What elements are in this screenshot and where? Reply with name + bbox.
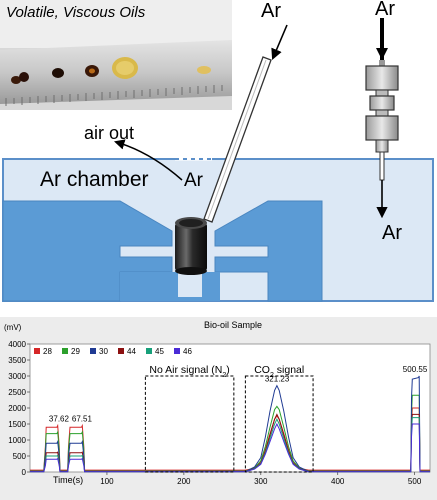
y-tick-label: 2000 xyxy=(8,404,26,413)
legend-label-30: 30 xyxy=(99,347,108,356)
ar-connector-outlet-label: Ar xyxy=(382,222,402,244)
annotation-boxes: No Air signal (N2) CO2 signal xyxy=(144,364,314,473)
legend-swatch-29 xyxy=(62,348,68,354)
oil-drop-3 xyxy=(52,68,64,78)
y-tick-label: 0 xyxy=(22,468,27,477)
legend-swatch-45 xyxy=(146,348,152,354)
chart-legend: 28 29 30 44 45 46 xyxy=(34,347,192,356)
peak-label: 37.62 xyxy=(49,415,70,424)
photo-title: Volatile, Viscous Oils xyxy=(6,4,146,21)
oil-drop-1 xyxy=(11,76,21,84)
ar-inlet-label: Ar xyxy=(261,0,281,22)
oil-drop-2 xyxy=(19,72,29,82)
chart-title: Bio-oil Sample xyxy=(204,320,262,330)
x-tick-label: 200 xyxy=(177,477,191,486)
annotation-label-1: CO2 signal xyxy=(254,364,304,379)
y-tick-label: 4000 xyxy=(8,340,26,349)
series-lines xyxy=(30,375,430,473)
oil-samples-photo-image xyxy=(0,0,232,110)
y-tick-label: 3000 xyxy=(8,372,26,381)
legend-label-45: 45 xyxy=(155,347,164,356)
legend-label-44: 44 xyxy=(127,347,136,356)
peak-label: 500.55 xyxy=(403,365,428,374)
y-axis-label: (mV) xyxy=(4,323,22,332)
bio-oil-chart: Bio-oil Sample (mV) Time(s) 0 500 1000 1500… xyxy=(0,317,437,500)
annotation-box-1 xyxy=(244,375,314,473)
series-line-46 xyxy=(30,422,430,473)
legend-label-29: 29 xyxy=(71,347,80,356)
y-axis-ticks: 0 500 1000 1500 2000 2500 3000 3500 4000 xyxy=(8,340,30,477)
peak-labels: 37.62 67.51 321.23 500.55 xyxy=(49,365,428,424)
left-housing-block xyxy=(2,200,173,302)
ar-connector-inlet-label: Ar xyxy=(375,0,395,20)
y-tick-label: 3500 xyxy=(8,356,26,365)
air-out-label: air out xyxy=(84,123,135,143)
legend-swatch-44 xyxy=(118,348,124,354)
y-tick-label: 1000 xyxy=(8,436,26,445)
x-axis-label: Time(s) xyxy=(53,475,83,485)
peak-label: 67.51 xyxy=(72,415,93,424)
y-tick-label: 2500 xyxy=(8,388,26,397)
ar-chamber-label: Ar chamber xyxy=(40,168,149,191)
peak-label: 321.23 xyxy=(265,375,290,384)
x-axis-ticks: 100 200 300 400 500 xyxy=(100,472,422,486)
x-tick-label: 500 xyxy=(408,477,422,486)
crucible-slot xyxy=(178,272,202,297)
ar-capillary-label: Ar xyxy=(184,170,203,191)
y-tick-label: 500 xyxy=(13,452,27,461)
annotation-box-0 xyxy=(144,375,235,473)
sample-crucible xyxy=(175,223,207,271)
y-tick-label: 1500 xyxy=(8,420,26,429)
series-line-28 xyxy=(30,407,430,471)
ar-chamber-diagram xyxy=(2,18,434,302)
x-tick-label: 100 xyxy=(100,477,114,486)
annotation-label-0: No Air signal (N2) xyxy=(149,364,229,379)
legend-swatch-30 xyxy=(90,348,96,354)
oil-samples-photo: Volatile, Viscous Oils xyxy=(0,0,232,110)
right-housing-block xyxy=(214,200,323,302)
ar-capillary-tube xyxy=(203,56,272,223)
legend-label-46: 46 xyxy=(183,347,192,356)
x-tick-label: 300 xyxy=(254,477,268,486)
plot-area xyxy=(29,343,431,473)
legend-label-28: 28 xyxy=(43,347,52,356)
ar-flow-connector xyxy=(365,18,399,219)
oil-drop-6 xyxy=(197,66,211,74)
legend-swatch-28 xyxy=(34,348,40,354)
air-out-arrow xyxy=(113,139,183,181)
ar-inlet-arrow xyxy=(271,24,288,61)
legend-swatch-46 xyxy=(174,348,180,354)
x-tick-label: 400 xyxy=(331,477,345,486)
